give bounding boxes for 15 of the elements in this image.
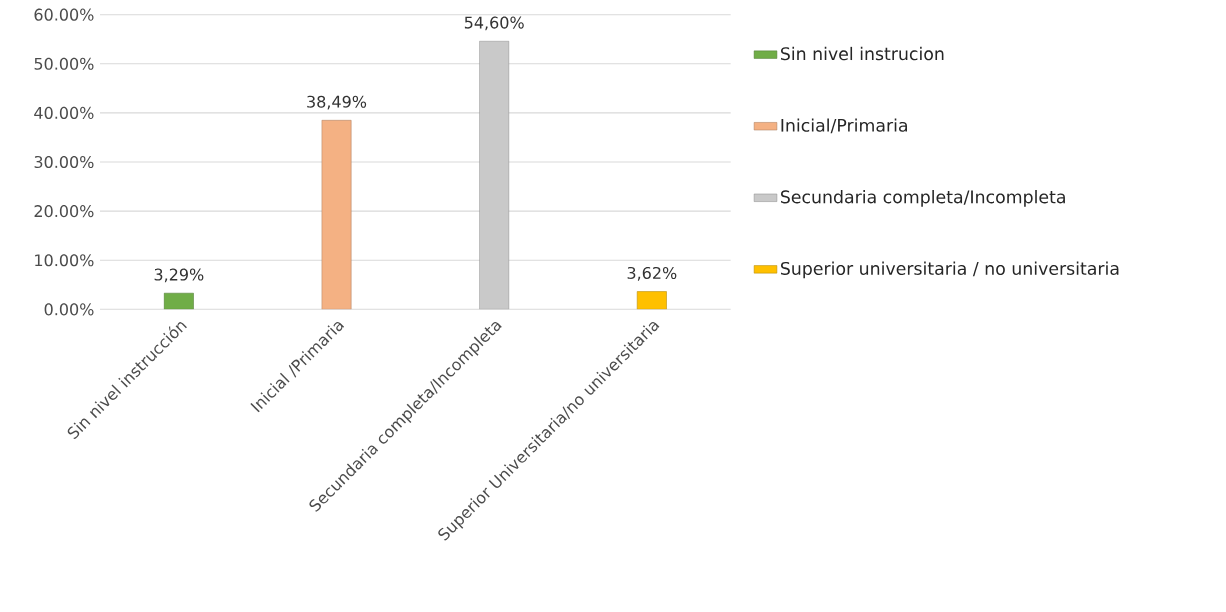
legend-label: Secundaria completa/Incompleta [780,190,1065,207]
data-label: 54,60% [464,16,524,31]
y-tick-label: 10.00% [35,254,94,267]
data-label: 3,62% [627,266,677,281]
legend-label: Superior universitaria / no universitaria [780,261,1119,279]
data-label: 38,49% [307,95,367,110]
y-tick-label: 20.00% [34,205,94,218]
legend-label: Inicial/Primaria [781,118,907,134]
y-tick-label: 40.00% [34,106,94,119]
y-tick-label: 30.00% [34,155,94,169]
y-tick-label: 50.00% [34,57,94,70]
y-tick-label: 60.00% [34,8,94,21]
data-label: 3,29% [154,268,204,283]
legend-label: Sin nivel instrucion [780,46,944,61]
y-tick-label: 0.00% [44,303,94,316]
